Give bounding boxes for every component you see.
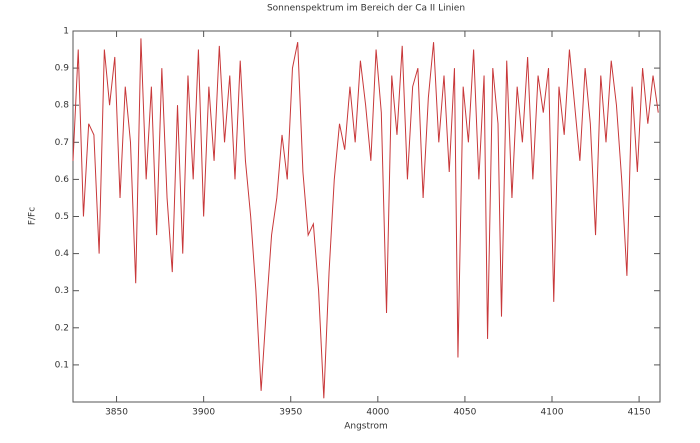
y-tick-label: 0.6	[55, 175, 70, 185]
x-axis-label: Angstrom	[344, 422, 388, 432]
y-tick-label: 0.5	[55, 212, 69, 222]
y-tick-label: 0.4	[55, 249, 70, 259]
y-tick-label: 0.2	[55, 323, 69, 333]
x-tick-label: 3900	[192, 408, 215, 418]
y-axis-label: F/Fc	[28, 207, 38, 225]
y-tick-label: 0.7	[55, 138, 69, 148]
y-tick-label: 0.8	[55, 101, 70, 111]
spectrum-line	[72, 38, 659, 399]
x-tick-label: 3950	[279, 408, 302, 418]
x-tick-label: 3850	[105, 408, 128, 418]
x-tick-label: 4000	[366, 408, 389, 418]
y-tick-label: 1	[63, 27, 69, 37]
x-tick-label: 4150	[628, 408, 651, 418]
x-tick-label: 4050	[453, 408, 476, 418]
y-tick-label: 0.9	[55, 64, 70, 74]
x-tick-label: 4100	[541, 408, 564, 418]
y-tick-label: 0.1	[55, 360, 69, 370]
y-tick-label: 0.3	[55, 286, 69, 296]
chart-title: Sonnenspektrum im Bereich der Ca II Lini…	[267, 4, 465, 14]
